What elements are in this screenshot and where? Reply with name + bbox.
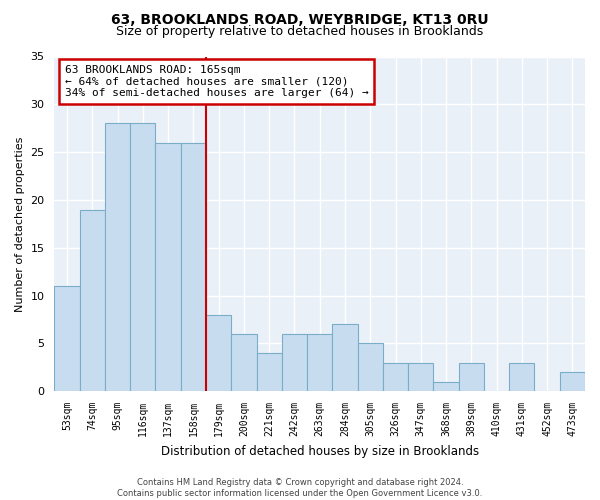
Bar (282, 334, 307, 391)
Bar (80, 210, 105, 391)
Bar (408, 362, 433, 391)
Bar (130, 124, 155, 391)
Text: Size of property relative to detached houses in Brooklands: Size of property relative to detached ho… (116, 25, 484, 38)
Bar (105, 124, 130, 391)
Bar (332, 324, 358, 391)
Bar (257, 353, 282, 391)
Bar (358, 344, 383, 391)
Bar (307, 334, 332, 391)
Y-axis label: Number of detached properties: Number of detached properties (15, 136, 25, 312)
Bar (206, 314, 231, 391)
Text: Contains HM Land Registry data © Crown copyright and database right 2024.
Contai: Contains HM Land Registry data © Crown c… (118, 478, 482, 498)
Bar (458, 362, 484, 391)
Bar (509, 362, 535, 391)
Text: 63, BROOKLANDS ROAD, WEYBRIDGE, KT13 0RU: 63, BROOKLANDS ROAD, WEYBRIDGE, KT13 0RU (111, 12, 489, 26)
Bar (55, 286, 80, 391)
Bar (383, 362, 408, 391)
Bar (560, 372, 585, 391)
Text: 63 BROOKLANDS ROAD: 165sqm
← 64% of detached houses are smaller (120)
34% of sem: 63 BROOKLANDS ROAD: 165sqm ← 64% of deta… (65, 65, 369, 98)
X-axis label: Distribution of detached houses by size in Brooklands: Distribution of detached houses by size … (161, 444, 479, 458)
Bar (231, 334, 257, 391)
Bar (433, 382, 458, 391)
Bar (181, 142, 206, 391)
Bar (155, 142, 181, 391)
